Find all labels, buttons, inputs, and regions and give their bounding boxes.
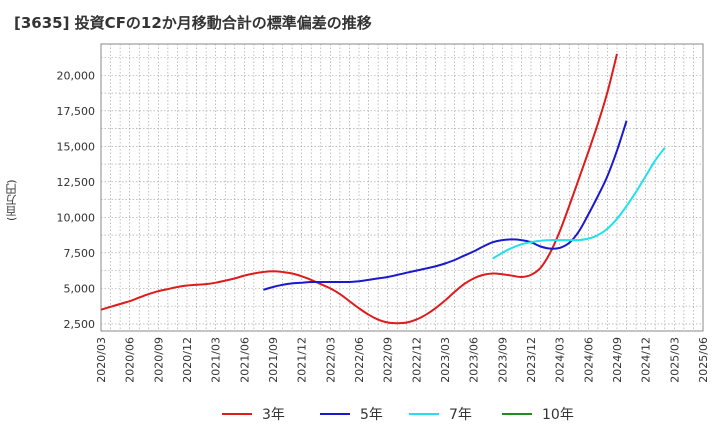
chart-title: [3635] 投資CFの12か月移動合計の標準偏差の推移 — [14, 14, 372, 32]
x-tick-label: 2025/03 — [668, 337, 681, 383]
y-tick-label: 17,500 — [57, 105, 96, 118]
y-tick-label: 15,000 — [57, 140, 96, 153]
y-tick-label: 5,000 — [64, 282, 96, 295]
x-tick-label: 2022/12 — [410, 337, 423, 383]
x-tick-label: 2024/12 — [640, 337, 653, 383]
grid-layer — [100, 43, 704, 332]
x-tick-label: 2022/03 — [324, 337, 337, 383]
y-tick-label: 2,500 — [64, 318, 96, 331]
series-layer — [100, 53, 666, 325]
y-tick-label: 7,500 — [64, 247, 96, 260]
x-tick-label: 2023/03 — [439, 337, 452, 383]
x-tick-label: 2023/09 — [496, 337, 509, 383]
legend-label: 5年 — [360, 407, 383, 423]
plot-frame — [100, 43, 704, 332]
x-tick-label: 2024/03 — [554, 337, 567, 383]
y-tick-label: 20,000 — [57, 69, 96, 82]
series-line-5年 — [263, 120, 628, 291]
series-line-7年 — [492, 147, 666, 260]
legend: 3年 5年 7年 10年 — [222, 407, 574, 423]
series-line-3年 — [100, 53, 618, 325]
x-tick-label: 2023/12 — [525, 337, 538, 383]
legend-label: 10年 — [542, 407, 574, 423]
x-tick-label: 2021/03 — [210, 337, 223, 383]
x-tick-label: 2020/12 — [181, 337, 194, 383]
y-tick-label: 12,500 — [57, 176, 96, 189]
x-tick-label: 2025/06 — [697, 337, 710, 383]
x-tick-label: 2022/09 — [382, 337, 395, 383]
x-tick-label: 2020/06 — [124, 337, 137, 383]
tick-label-layer: 2,500 5,000 7,500 10,000 12,500 15,000 17,500 2… — [57, 69, 711, 382]
x-tick-label: 2021/12 — [296, 337, 309, 383]
legend-label: 7年 — [449, 407, 472, 423]
x-tick-label: 2023/06 — [468, 337, 481, 383]
x-tick-label: 2021/09 — [267, 337, 280, 383]
x-tick-label: 2024/09 — [611, 337, 624, 383]
x-tick-label: 2020/03 — [95, 337, 108, 383]
legend-label: 3年 — [262, 407, 285, 423]
y-tick-label: 10,000 — [57, 211, 96, 224]
x-tick-label: 2020/09 — [152, 337, 165, 383]
x-tick-label: 2021/06 — [238, 337, 251, 383]
x-tick-label: 2022/06 — [353, 337, 366, 383]
x-tick-label: 2024/06 — [582, 337, 595, 383]
